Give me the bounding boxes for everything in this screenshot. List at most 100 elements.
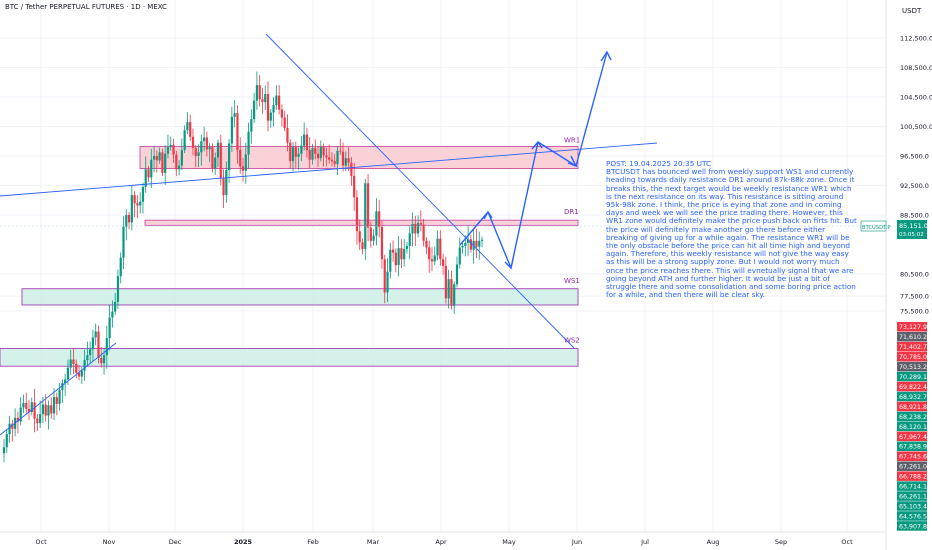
time-tick-label: Apr: [435, 538, 447, 546]
candle-body: [353, 175, 356, 198]
zone-ws2-label: WS2: [564, 336, 580, 344]
candle-body: [422, 224, 425, 241]
price-badge-box: [897, 381, 927, 392]
candle-body: [264, 94, 267, 103]
price-badge-value: 68,238.2: [899, 414, 927, 421]
price-badge-box: [897, 431, 927, 442]
candle-body: [475, 240, 478, 247]
candle-body: [125, 215, 128, 227]
arrow-head: [531, 140, 543, 150]
candle-body: [83, 360, 86, 371]
candle-body: [278, 95, 281, 110]
price-badge-value: 68,921.8: [899, 404, 927, 411]
trendline-support: [0, 342, 117, 436]
candle-body: [450, 279, 453, 306]
candle-body: [430, 259, 434, 262]
candle-body: [253, 100, 256, 120]
zone-ws2-box: [0, 348, 579, 367]
price-tick-label: 92,500.0: [900, 182, 929, 190]
price-scale[interactable]: 112,500.0 108,500.0 104,500.0 100,500.0 96,5…: [860, 0, 932, 550]
candle-body: [16, 417, 19, 422]
price-badge-value: 64,576.5: [899, 513, 927, 520]
candle-body: [355, 197, 359, 232]
candle-body: [230, 116, 233, 144]
candle-body: [61, 383, 64, 390]
candle-body: [255, 85, 258, 101]
price-tick-label: 100,500.0: [900, 123, 932, 131]
candle-body: [94, 331, 97, 338]
candle-body: [416, 223, 420, 234]
candle-body: [236, 113, 239, 151]
candle-body: [289, 142, 292, 162]
arrow-head: [600, 50, 612, 62]
trendline-descending: [265, 33, 575, 349]
price-tick-label: 108,500.0: [900, 64, 932, 72]
candle-body: [205, 137, 208, 150]
candle-body: [436, 238, 439, 256]
candle-body: [283, 117, 286, 128]
candle-body: [291, 147, 295, 162]
candle-body: [27, 408, 31, 412]
candle-body: [383, 259, 386, 293]
price-badge-box: [897, 421, 927, 432]
price-badge-box: [897, 491, 927, 501]
price-badge-value: 68,932.7: [899, 394, 927, 401]
price-badge-box: [897, 361, 927, 372]
candle-body: [133, 195, 136, 204]
symbol-badge-text: BTCUSDT.P: [862, 225, 890, 231]
zone-dr1-box: [144, 219, 579, 226]
candle-body: [300, 145, 303, 154]
candle-body: [111, 311, 114, 318]
zone-wr1-box: [139, 146, 579, 169]
candle-body: [214, 157, 217, 169]
last-price-value: 85,151.0: [899, 222, 928, 230]
candle-body: [58, 389, 61, 404]
price-badge-value: 67,838.9: [899, 444, 927, 451]
candle-body: [308, 150, 311, 160]
time-tick-label: 2025: [234, 538, 253, 546]
candle-body: [197, 152, 200, 156]
price-badge-value: 66,261.1: [899, 494, 927, 501]
candle-body: [86, 355, 89, 361]
price-badge-box: [897, 341, 927, 352]
candle-body: [480, 239, 484, 241]
currency-label[interactable]: USDT: [902, 7, 922, 15]
price-badge-box: [897, 351, 927, 362]
arrow-head: [483, 210, 493, 220]
candle-body: [286, 127, 289, 143]
candle-body: [116, 276, 120, 303]
arrow-head: [567, 155, 578, 168]
candle-body: [361, 242, 364, 249]
candle-body: [47, 405, 50, 416]
time-tick-label: Nov: [103, 538, 116, 546]
candle-body: [469, 239, 472, 250]
price-badge-value: 66,714.1: [899, 484, 927, 491]
candle-body: [239, 150, 242, 167]
candle-body: [211, 147, 214, 169]
candle-body: [147, 169, 150, 178]
zone-dr1-label: DR1: [564, 208, 579, 216]
price-badge-value: 65,103.4: [899, 503, 927, 510]
candle-body: [127, 215, 131, 223]
candle-body: [25, 403, 28, 409]
candle-body: [275, 95, 278, 106]
candle-body: [22, 403, 25, 408]
candle-body: [5, 434, 8, 448]
candle-body: [467, 239, 470, 244]
candle-body: [269, 112, 272, 121]
candle-body: [33, 402, 36, 419]
price-badge-box: [897, 451, 927, 461]
candle-body: [52, 397, 56, 414]
price-tick-label: 88,500.0: [900, 212, 929, 220]
last-price-badge: [897, 220, 927, 239]
price-badge-box: [897, 481, 927, 491]
time-axis[interactable]: Oct Nov Dec 2025 Feb Mar Apr May Jun Jul Aug Sep Oct: [0, 531, 886, 546]
candle-body: [233, 113, 236, 117]
candle-body: [297, 153, 300, 157]
candle-body: [380, 226, 384, 260]
candle-body: [425, 240, 428, 248]
price-badge-box: [897, 521, 927, 531]
candle-body: [180, 150, 183, 166]
candle-body: [144, 169, 147, 187]
